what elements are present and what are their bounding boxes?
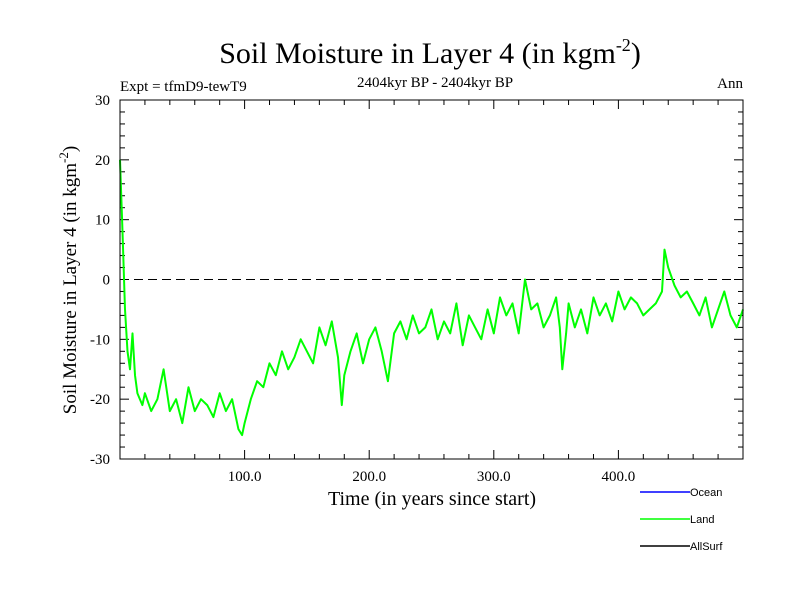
legend-label-land: Land bbox=[690, 514, 714, 526]
x-axis-label: Time (in years since start) bbox=[328, 488, 536, 510]
x-tick-label: 200.0 bbox=[352, 469, 386, 485]
y-tick-label: 10 bbox=[95, 213, 110, 229]
x-tick-label: 300.0 bbox=[477, 469, 511, 485]
chart-subtitle: 2404kyr BP - 2404kyr BP bbox=[357, 75, 513, 91]
y-tick-label: 0 bbox=[103, 273, 111, 289]
expt-label: Expt = tfmD9-tewT9 bbox=[120, 79, 247, 95]
series-line-land bbox=[119, 159, 744, 437]
legend: Ocean Land AllSurf bbox=[640, 487, 723, 553]
y-axis-label: Soil Moisture in Layer 4 (in kgm-2) bbox=[56, 146, 81, 414]
plot-frame bbox=[119, 99, 744, 460]
y-tick-label: -30 bbox=[90, 452, 110, 468]
legend-label-ocean: Ocean bbox=[690, 487, 722, 499]
tick-labels: 100.0 200.0 300.0 400.0 -30 -20 -10 0 10 20 30 bbox=[90, 93, 635, 485]
chart-title: Soil Moisture in Layer 4 (in kgm-2) bbox=[219, 35, 641, 70]
series-layer bbox=[119, 159, 744, 437]
axes-ticks bbox=[120, 100, 743, 459]
x-tick-label: 100.0 bbox=[228, 469, 262, 485]
x-tick-label: 400.0 bbox=[602, 469, 636, 485]
y-tick-label: 20 bbox=[95, 153, 110, 169]
y-tick-label: -10 bbox=[90, 332, 110, 348]
y-tick-label: 30 bbox=[95, 93, 110, 109]
y-tick-label: -20 bbox=[90, 392, 110, 408]
legend-label-allsurf: AllSurf bbox=[690, 541, 723, 553]
season-label: Ann bbox=[717, 76, 743, 92]
